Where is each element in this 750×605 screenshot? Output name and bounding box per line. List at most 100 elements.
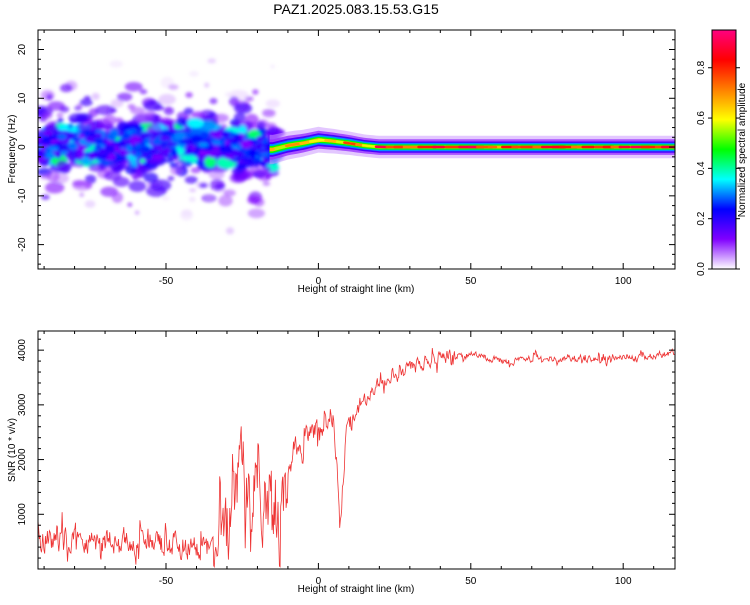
spectral-core-blob <box>264 145 271 152</box>
spectral-core-blob <box>231 149 239 157</box>
spectral-core-blob <box>248 149 258 158</box>
snr-line <box>38 348 675 567</box>
spectral-blob <box>140 89 148 94</box>
snr-y-tick-label: 4000 <box>17 339 28 362</box>
spectral-blob <box>45 182 64 193</box>
spectral-core-blob <box>241 157 253 161</box>
spectral-blob <box>39 160 49 166</box>
spectral-blob <box>189 71 199 77</box>
spectral-blob <box>135 210 140 215</box>
snr-x-tick-label: 100 <box>615 576 632 587</box>
spectral-blob <box>185 176 198 184</box>
snr-x-axis-label: Height of straight line (km) <box>298 584 415 595</box>
spectral-blob <box>92 93 100 100</box>
colorbar-tick-label: 0.8 <box>696 60 707 74</box>
spectral-blob <box>184 108 194 115</box>
spectrogram-x-tick-label: -50 <box>159 276 174 287</box>
spectrogram-x-tick-label: 50 <box>465 276 477 287</box>
spectrogram-x-axis-label: Height of straight line (km) <box>298 284 415 295</box>
spectral-blob <box>252 89 258 94</box>
spectral-blob <box>180 210 193 221</box>
spectral-blob <box>110 60 123 67</box>
spectral-blob <box>76 103 82 109</box>
spectral-blob <box>205 195 214 199</box>
spectral-blob <box>210 98 218 104</box>
spectral-blob <box>140 159 145 163</box>
spectral-core-blob <box>141 145 151 153</box>
spectral-core-blob <box>37 152 46 157</box>
colorbar-tick-label: 0.6 <box>696 111 707 125</box>
spectral-blob <box>170 166 182 175</box>
snr-x-tick-label: 50 <box>465 576 477 587</box>
chart-title: PAZ1.2025.083.15.53.G15 <box>273 1 439 17</box>
spectral-blob <box>204 83 209 88</box>
spectral-core-blob <box>152 154 164 159</box>
snr-y-tick-label: 2000 <box>17 448 28 471</box>
spectral-blob <box>72 180 92 190</box>
spectral-core-blob <box>121 132 130 140</box>
spectral-blob <box>79 192 84 197</box>
spectral-blob <box>189 188 196 192</box>
spectral-blob <box>145 111 156 117</box>
spectral-blob <box>125 82 143 91</box>
spectral-blob <box>202 116 209 121</box>
spectral-blob <box>56 160 67 170</box>
spectral-core-blob <box>107 133 115 141</box>
spectral-core-blob <box>164 147 171 156</box>
spectral-blob <box>158 94 176 105</box>
spectral-blob <box>187 118 204 128</box>
spectral-core-blob <box>130 138 136 145</box>
spectral-core-blob <box>134 152 142 158</box>
spectral-blob <box>218 195 232 206</box>
spectrogram-y-axis-label: Frequency (Hz) <box>7 115 18 184</box>
spectral-blob <box>162 196 170 201</box>
colorbar-tick-label: 0.0 <box>696 262 707 276</box>
spectral-blob <box>230 173 247 183</box>
spectral-blob <box>125 165 136 174</box>
spectral-blob <box>185 92 192 98</box>
spectral-blob <box>110 162 122 171</box>
spectral-core-blob <box>152 132 160 137</box>
spectral-blob <box>76 163 84 167</box>
spectral-core-blob <box>48 146 58 151</box>
spectral-blob <box>262 109 275 117</box>
spectral-blob <box>47 171 60 182</box>
colorbar-tick-label: 0.4 <box>696 161 707 175</box>
spectral-blob <box>68 123 73 128</box>
spectral-blob <box>112 192 123 203</box>
spectral-blob <box>213 114 229 123</box>
spectral-blob <box>257 119 269 128</box>
snr-plot-frame <box>38 331 675 569</box>
spectral-blob <box>226 227 234 234</box>
spectral-core-blob <box>41 137 51 145</box>
spectral-blob <box>41 195 50 200</box>
spectral-core-blob <box>59 146 69 152</box>
snr-x-tick-label: -50 <box>159 576 174 587</box>
spectral-core-blob <box>185 146 192 154</box>
spectral-core-blob <box>199 142 209 147</box>
snr-y-axis-label: SNR (10 * v/v) <box>7 418 18 482</box>
spectrogram-x-tick-label: 100 <box>615 276 632 287</box>
spectrogram-y-tick-label: -20 <box>17 237 28 252</box>
colorbar-tick-label: 0.2 <box>696 211 707 225</box>
snr-line-series <box>38 348 675 567</box>
spectral-core-blob <box>42 131 53 136</box>
spectral-blob <box>112 108 117 112</box>
spectral-core-blob <box>260 152 270 156</box>
spectral-blob <box>176 117 186 126</box>
spectral-blob <box>103 115 117 126</box>
spectral-core-blob <box>126 145 133 153</box>
spectral-blob <box>57 112 64 117</box>
spectral-core-blob <box>174 132 186 141</box>
spectral-blob <box>163 120 173 127</box>
spectral-blob <box>266 99 280 107</box>
spectral-core-blob <box>212 146 220 155</box>
spectral-core-blob <box>46 152 55 159</box>
spectral-blob <box>104 171 122 181</box>
spectral-core-blob <box>140 133 151 139</box>
spectral-core-blob <box>88 152 97 160</box>
spectral-core-blob <box>77 151 85 158</box>
spectral-blob <box>265 167 271 171</box>
